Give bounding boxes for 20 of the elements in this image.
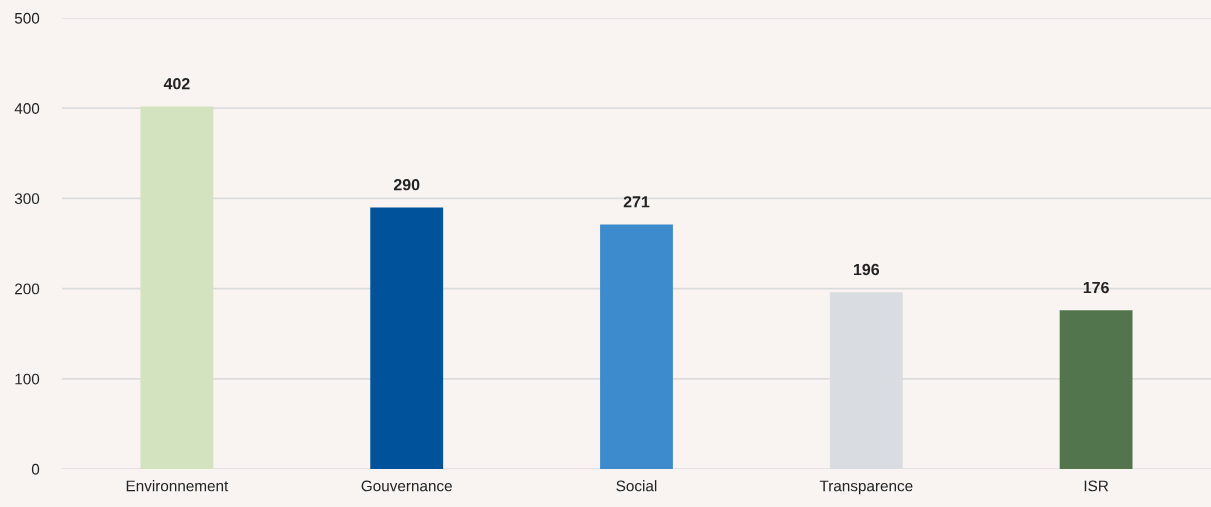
x-tick-label: Gouvernance — [361, 480, 452, 492]
x-tick-label: Transparence — [819, 480, 913, 495]
x-tick-label: ISR — [1084, 480, 1109, 492]
y-tick-label: 300 — [14, 193, 40, 205]
y-tick-label: 100 — [15, 373, 40, 385]
y-tick-label: 500 — [14, 12, 40, 24]
data-label: 290 — [393, 179, 420, 191]
x-tick-label: Environnement — [126, 480, 229, 492]
bar — [1059, 310, 1133, 469]
data-label: 271 — [623, 196, 650, 208]
data-label: 176 — [1083, 281, 1109, 294]
bar — [600, 224, 673, 469]
y-tick-label: 0 — [31, 463, 40, 475]
y-tick-label: 200 — [15, 283, 40, 295]
data-label: 402 — [163, 78, 190, 90]
bar — [140, 106, 214, 469]
x-tick-label: Social — [616, 480, 657, 492]
y-tick-label: 400 — [14, 103, 40, 114]
bar — [370, 207, 444, 469]
data-label: 196 — [853, 263, 880, 276]
